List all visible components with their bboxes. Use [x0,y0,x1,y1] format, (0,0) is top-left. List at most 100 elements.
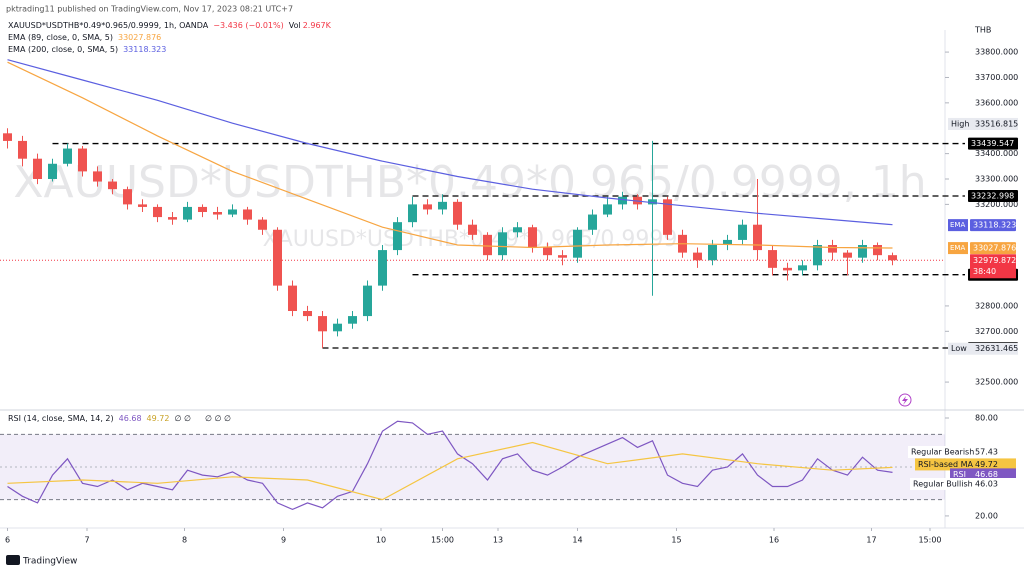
rsi-tag-value: 57.43 [975,448,998,457]
legend-line: XAUUSD*USDTHB*0.49*0.965/0.9999, 1h, OAN… [8,21,332,30]
level-label: 33439.547 [971,139,1014,148]
ema-tag: EMA [950,221,965,229]
series-last: 33118.323 [123,45,166,54]
ema-tag-box [948,219,968,232]
candle-body [798,265,807,271]
volume: 2.967K [303,21,332,30]
candle-body [708,245,717,261]
ema-last-box [970,242,1016,255]
candle-body [468,224,477,235]
candle-body [618,196,627,205]
candle-body [258,219,267,230]
candle-body [378,250,387,286]
series-name: EMA (200, close, 0, SMA, 5) [8,45,118,54]
candle-body [843,252,852,258]
candle-body [513,227,522,233]
candle-body [528,227,537,248]
candle-body [573,229,582,258]
y-tick-label: 33400.000 [975,149,1018,158]
extreme-label: High [951,119,969,128]
x-tick-label: 6 [5,536,10,545]
countdown: 38:40 [973,267,996,276]
candle-body [138,204,147,207]
x-tick-label: 15:00 [918,536,941,545]
candle-body [543,247,552,256]
rsi-tag-label: Regular Bullish [913,480,973,489]
rsi-tag-value: 49.72 [975,460,998,469]
candle-body [333,323,342,332]
publisher: pktrading11 published on TradingView.com… [6,5,293,14]
x-tick-label: 16 [769,536,779,545]
candle-body [108,181,117,190]
candle-body [768,250,777,268]
alert-icon[interactable] [898,393,912,407]
y-tick-label: 33200.000 [975,200,1018,209]
series-last: 33027.876 [118,33,161,42]
rsi-tag-box [908,446,1016,458]
candle-body [63,148,72,164]
x-tick-label: 15 [671,536,681,545]
x-tick-label: 8 [182,536,187,545]
ema-last: 33118.323 [973,221,1016,230]
candle-body [603,204,612,215]
rsi-extra: ∅ ∅ [174,414,191,423]
candle-body [408,204,417,223]
brand: TradingView [22,557,77,567]
candle-body [873,245,882,256]
y-tick-label: 32800.000 [975,301,1018,310]
candle-body [813,245,822,266]
x-tick-label: 10 [376,536,386,545]
x-tick-label: 15:00 [431,536,454,545]
ema-tag-box [948,242,968,255]
extreme-value: 32631.465 [975,344,1018,353]
rsi-tag-value: 46.03 [975,480,998,489]
candle-body [693,252,702,261]
level-label-box [968,190,1018,203]
ema-line [7,59,893,226]
candle-body [363,285,372,317]
candle-body [33,158,42,180]
ema-tag: EMA [950,244,965,252]
candle-body [453,201,462,225]
rsi-tag-label: Regular Bearish [911,448,974,457]
candle-body [858,245,867,258]
x-tick-label: 7 [84,536,89,545]
extreme-label: Low [951,344,967,353]
last-price-box [970,254,1016,279]
extreme-value: 33516.815 [975,119,1018,128]
change: −3.436 (−0.01%) [213,21,284,30]
x-tick-label: 13 [493,536,503,545]
candle-body [18,140,27,159]
rsi-ma-line [7,441,893,501]
rsi-tag-value: 46.68 [975,470,998,479]
level-label-box [968,137,1018,150]
candle-body [888,255,897,261]
candle-body [348,316,357,324]
rsi-tag-box [915,458,1016,471]
y-tick-label: 32500.000 [975,378,1018,387]
candle-body [423,204,432,210]
legend-line: EMA (200, close, 0, SMA, 5) 33118.323 [8,45,166,54]
ema-line [7,61,893,249]
rsi-tick-label: 80.00 [975,413,998,422]
y-tick-label: 33300.000 [975,175,1018,184]
level-label: 33232.998 [971,192,1014,201]
y-tick-label: 33600.000 [975,98,1018,107]
candle-body [123,189,132,205]
x-tick-label: 14 [572,536,582,545]
rsi-band [0,434,945,500]
rsi-ma-last: 49.72 [147,414,170,423]
rsi-tag-label: RSI [953,470,966,479]
y-tick-label: 33800.000 [975,48,1018,57]
watermark: XAUUSD*USDTHB*0.49*0.965/0.9999, 1h [13,157,926,208]
rsi-extra: ∅ ∅ ∅ [205,414,231,423]
candle-body [588,214,597,230]
symbol: XAUUSD*USDTHB*0.49*0.965/0.9999, 1h, OAN… [8,21,209,30]
candle-body [303,311,312,317]
legend-line: EMA (89, close, 0, SMA, 5) 33027.876 [8,33,161,42]
alert-bolt [902,396,908,405]
y-tick-label: 33700.000 [975,73,1018,82]
candle-body [498,232,507,256]
